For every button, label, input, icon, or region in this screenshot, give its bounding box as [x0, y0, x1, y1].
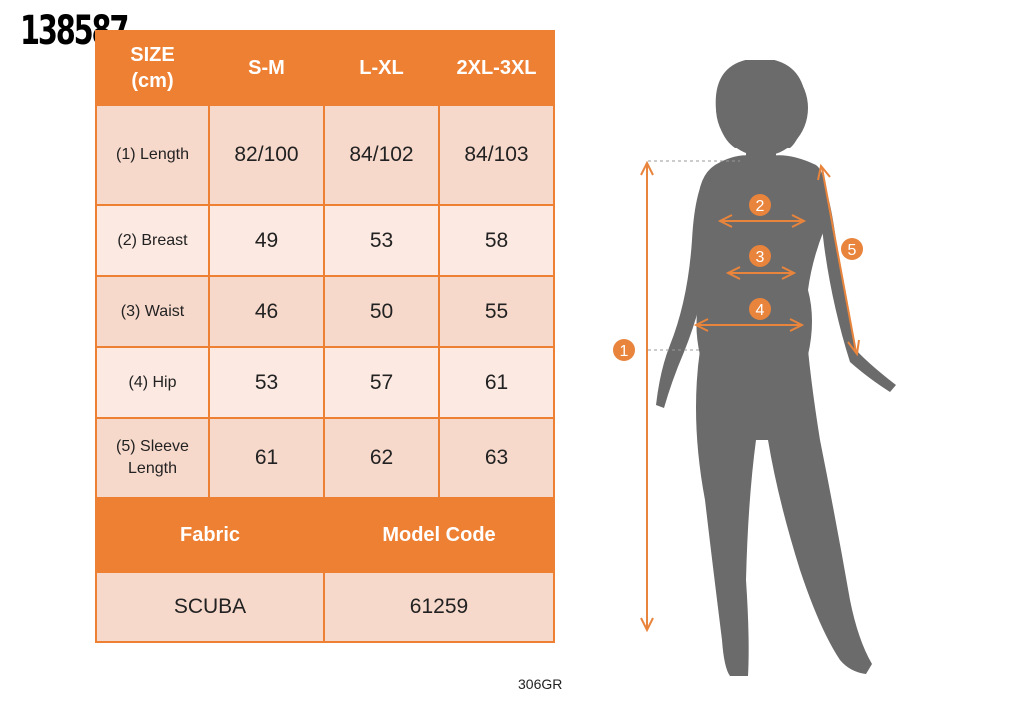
marker-1: 1: [613, 339, 635, 361]
marker-5: 5: [841, 238, 863, 260]
size-chart-table: SIZE (cm) S-M L-XL 2XL-3XL (1) Length 82…: [95, 30, 555, 643]
table-cell: 55: [438, 275, 555, 348]
table-cell: 84/102: [323, 104, 440, 206]
row-label-line1: (5) Sleeve: [116, 438, 189, 455]
sleeve-arrow-icon: [817, 163, 860, 357]
table-row-sleeve-length: (5) Sleeve Length 61 62 63: [95, 417, 555, 499]
model-code-header: Model Code: [323, 497, 555, 573]
table-cell: 58: [438, 204, 555, 277]
table-cell: 63: [438, 417, 555, 499]
table-cell: 82/100: [208, 104, 325, 206]
table-row-waist: (3) Waist 46 50 55: [95, 275, 555, 348]
row-label: (4) Hip: [95, 346, 210, 419]
hip-arrow-icon: [693, 318, 805, 332]
table-cell: 53: [208, 346, 325, 419]
model-code-value: 61259: [323, 571, 555, 643]
breast-arrow-icon: [717, 214, 807, 228]
table-cell: 61: [208, 417, 325, 499]
table-cell: 84/103: [438, 104, 555, 206]
length-arrow-icon: [640, 160, 654, 633]
table-cell: 61: [438, 346, 555, 419]
silhouette-icon: [656, 60, 896, 676]
footer-code: 306GR: [518, 676, 563, 692]
waist-arrow-icon: [725, 266, 797, 280]
header-row: SIZE (cm) S-M L-XL 2XL-3XL: [95, 30, 555, 106]
table-cell: 62: [323, 417, 440, 499]
marker-label: 3: [756, 249, 765, 266]
table-row-hip: (4) Hip 53 57 61: [95, 346, 555, 419]
table-row-breast: (2) Breast 49 53 58: [95, 204, 555, 277]
table-cell: 53: [323, 204, 440, 277]
marker-label: 5: [848, 242, 857, 259]
row-label: (5) Sleeve Length: [95, 417, 210, 499]
marker-label: 4: [756, 302, 765, 319]
size-unit-header: SIZE (cm): [95, 30, 210, 106]
table-cell: 46: [208, 275, 325, 348]
marker-label: 1: [620, 343, 629, 360]
row-label: (3) Waist: [95, 275, 210, 348]
body-measurement-figure: 1 2 3 4 5: [613, 60, 896, 676]
row-label-line2: Length: [128, 460, 177, 477]
size-header-l-xl: L-XL: [323, 30, 440, 106]
fabric-value: SCUBA: [95, 571, 325, 643]
size-header-line2: (cm): [131, 70, 174, 92]
size-header-2xl-3xl: 2XL-3XL: [438, 30, 555, 106]
fabric-header-row: Fabric Model Code: [95, 497, 555, 573]
table-row-length: (1) Length 82/100 84/102 84/103: [95, 104, 555, 206]
marker-2: 2: [749, 194, 771, 216]
marker-3: 3: [749, 245, 771, 267]
table-cell: 49: [208, 204, 325, 277]
row-label: (2) Breast: [95, 204, 210, 277]
table-cell: 57: [323, 346, 440, 419]
size-header-s-m: S-M: [208, 30, 325, 106]
fabric-header: Fabric: [95, 497, 325, 573]
table-cell: 50: [323, 275, 440, 348]
size-header-line1: SIZE: [130, 44, 175, 66]
fabric-value-row: SCUBA 61259: [95, 571, 555, 643]
marker-label: 2: [756, 198, 765, 215]
marker-4: 4: [749, 298, 771, 320]
row-label: (1) Length: [95, 104, 210, 206]
